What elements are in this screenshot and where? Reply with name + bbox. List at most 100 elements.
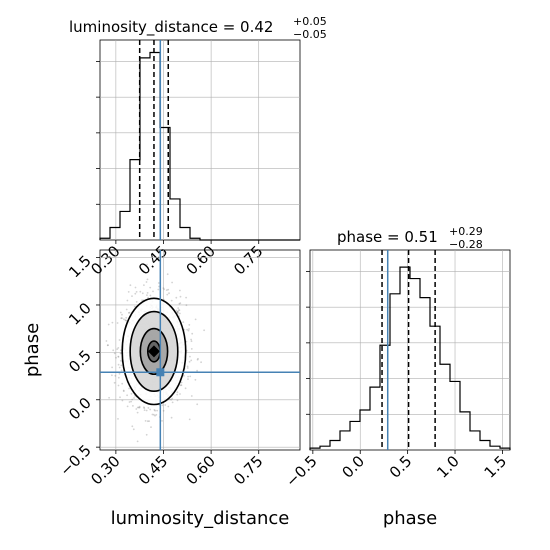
sample-point	[171, 281, 174, 284]
title-phase-main: phase = 0.51	[337, 228, 438, 246]
sample-point	[184, 387, 187, 390]
sample-point	[133, 397, 135, 399]
sample-point	[121, 382, 124, 385]
sample-point	[164, 404, 167, 406]
sample-point	[170, 416, 173, 419]
title-phase-plus: +0.29	[449, 225, 483, 238]
sample-point	[180, 381, 183, 384]
sample-point	[135, 291, 138, 293]
sample-point	[166, 273, 169, 276]
sample-point	[143, 406, 145, 409]
sample-point	[138, 406, 141, 409]
title-luminosity-distance-minus: −0.05	[293, 28, 327, 41]
sample-point	[194, 318, 197, 321]
sample-point	[147, 407, 150, 409]
sample-point	[188, 360, 191, 363]
sample-point	[179, 289, 181, 292]
sample-point	[190, 359, 193, 362]
sample-point	[130, 400, 133, 403]
sample-point	[176, 391, 179, 394]
sample-point	[105, 340, 108, 342]
sample-point	[121, 399, 124, 402]
sample-point	[125, 308, 128, 311]
sample-point	[152, 413, 155, 416]
sample-point	[108, 396, 110, 399]
sample-point	[120, 317, 123, 320]
title-luminosity-distance: luminosity_distance = 0.42 +0.05 −0.05	[69, 11, 332, 41]
sample-point	[176, 310, 179, 313]
sample-point	[186, 328, 189, 331]
hist-luminosity-distance-histogram	[99, 51, 300, 241]
sample-point	[162, 287, 165, 289]
sample-point	[155, 413, 158, 416]
sample-point	[118, 372, 121, 375]
sample-point	[177, 309, 180, 311]
hist-phase-xtick-label: 1.0	[433, 452, 463, 482]
sample-point	[126, 299, 129, 302]
sample-point	[143, 407, 146, 409]
sample-point	[190, 348, 193, 350]
sample-point	[185, 296, 188, 299]
sample-point	[154, 414, 156, 417]
sample-point	[146, 292, 149, 294]
sample-point	[117, 376, 120, 379]
hist-phase-xtick-label: 0.5	[386, 452, 416, 482]
joint-ytick-label: 1.5	[65, 252, 95, 282]
sample-point	[179, 312, 181, 315]
sample-point	[170, 398, 173, 401]
sample-point	[177, 310, 179, 313]
sample-point	[175, 296, 178, 299]
sample-point	[93, 346, 95, 348]
histogram-panel-phase: −0.5 0.0 0.5 1.0 1.5	[282, 249, 511, 491]
sample-point	[125, 319, 127, 322]
sample-point	[149, 286, 152, 289]
sample-point	[118, 339, 121, 341]
sample-point	[132, 428, 135, 431]
sample-point	[145, 409, 148, 412]
sample-point	[117, 347, 120, 349]
xlabel-luminosity-distance: luminosity_distance	[111, 508, 290, 529]
sample-point	[203, 329, 206, 332]
sample-point	[167, 405, 170, 408]
hist-luminosity-distance-xtick-label: 0.30	[87, 242, 123, 278]
sample-point	[126, 405, 129, 408]
sample-point	[119, 396, 121, 399]
sample-point	[178, 309, 181, 311]
sample-point	[196, 403, 199, 406]
sample-point	[132, 405, 134, 407]
sample-point	[176, 393, 179, 396]
sample-point	[190, 340, 193, 343]
hist-luminosity-distance-xtick-label: 0.45	[135, 242, 171, 278]
title-phase-minus: −0.28	[449, 238, 483, 251]
sample-point	[127, 312, 130, 314]
sample-point	[145, 433, 148, 436]
sample-point	[139, 290, 142, 293]
sample-point	[200, 361, 203, 364]
sample-point	[122, 389, 125, 392]
sample-point	[196, 369, 199, 372]
sample-point	[150, 426, 152, 428]
sample-point	[117, 384, 120, 387]
sample-point	[180, 384, 183, 387]
sample-point	[179, 384, 182, 387]
sample-point	[190, 395, 193, 397]
sample-point	[113, 381, 116, 384]
sample-point	[128, 311, 131, 314]
histogram-panel-luminosity-distance: 0.30 0.45 0.60 0.75	[87, 39, 301, 278]
sample-point	[196, 358, 199, 361]
sample-point	[122, 390, 125, 392]
sample-point	[161, 404, 164, 407]
sample-point	[170, 299, 173, 302]
sample-point	[188, 328, 190, 330]
sample-point	[136, 440, 139, 443]
sample-point	[119, 311, 122, 314]
sample-point	[147, 296, 150, 299]
sample-point	[141, 299, 144, 301]
sample-point	[134, 286, 137, 289]
sample-point	[187, 329, 190, 332]
sample-point	[197, 357, 199, 360]
sample-point	[189, 355, 191, 358]
joint-frame	[99, 249, 301, 451]
sample-point	[191, 332, 194, 335]
